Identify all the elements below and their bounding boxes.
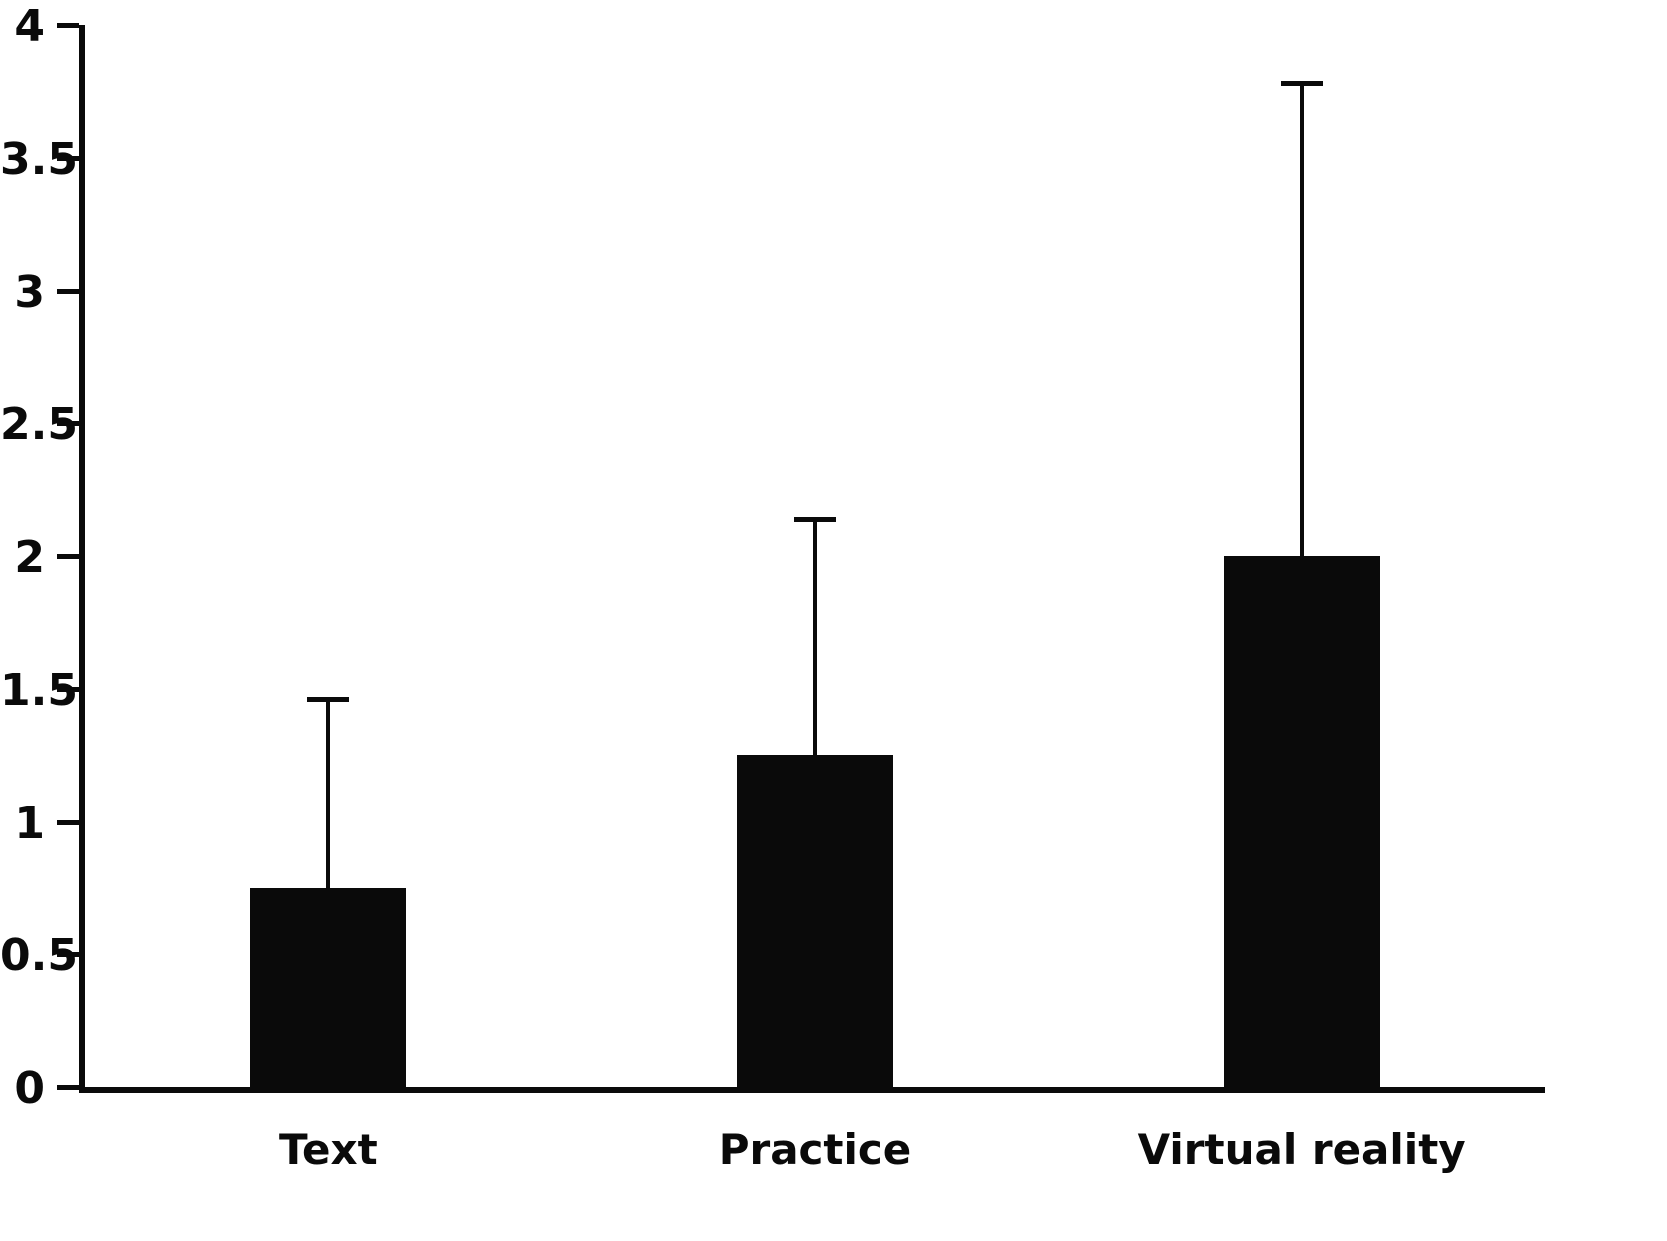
y-tick-label: 2.5 <box>0 399 78 451</box>
bar-text <box>250 887 407 1087</box>
bar-practice <box>737 755 893 1087</box>
y-tick-mark <box>57 819 79 825</box>
error-bar-cap <box>307 697 350 703</box>
error-bar-line <box>813 518 817 756</box>
y-tick-label: 2 <box>14 532 45 583</box>
x-axis <box>79 1087 1545 1093</box>
x-category-label: Practice <box>718 1125 912 1174</box>
x-category-label: Text <box>278 1125 378 1174</box>
error-bar-cap <box>1280 81 1323 87</box>
y-tick-mark <box>57 155 79 161</box>
y-tick-mark <box>57 554 79 559</box>
error-bar-cap <box>794 516 836 522</box>
x-category-label: Virtual reality <box>1137 1125 1466 1174</box>
error-bar-line <box>1299 83 1304 556</box>
y-tick-mark <box>57 23 79 28</box>
y-tick-label: 4 <box>14 1 45 52</box>
y-axis <box>79 25 85 1093</box>
y-tick-mark <box>57 288 79 294</box>
y-tick-mark <box>57 1085 79 1090</box>
y-tick-label: 1 <box>14 797 45 849</box>
y-tick-label: 0.5 <box>0 930 78 982</box>
y-tick-mark <box>57 421 79 427</box>
y-tick-label: 3.5 <box>0 133 78 185</box>
error-bar-line <box>326 699 331 888</box>
bar-virtual-reality <box>1223 556 1380 1087</box>
y-tick-mark <box>57 686 79 692</box>
y-tick-label: 0 <box>14 1063 45 1114</box>
y-tick-label: 1.5 <box>0 664 78 716</box>
y-tick-label: 3 <box>14 266 45 318</box>
y-tick-mark <box>57 952 79 958</box>
